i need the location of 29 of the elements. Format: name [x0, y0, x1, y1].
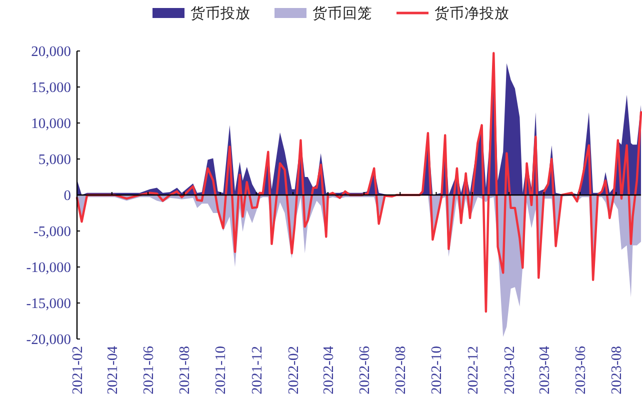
x-tick-label: 2022-02	[286, 346, 302, 394]
y-tick-label: -5,000	[34, 224, 71, 240]
line-series	[76, 52, 642, 313]
y-tick-label: 15,000	[31, 80, 71, 96]
x-tick-label: 2021-04	[104, 345, 121, 394]
x-tick-label: 2021-10	[213, 346, 230, 394]
x-tick-label: 2023-06	[573, 346, 590, 394]
x-tick-label: 2023-02	[502, 346, 518, 394]
y-tick-label: -10,000	[26, 260, 71, 276]
y-tick-label: -15,000	[26, 296, 71, 312]
x-tick-label: 2021-06	[141, 346, 158, 394]
x-tick-label: 2022-10	[429, 346, 446, 394]
y-tick-label: 0	[64, 188, 71, 204]
x-tick-label: 2022-12	[465, 346, 482, 394]
legend-label: 货币回笼	[312, 5, 372, 22]
x-tick-label: 2021-12	[249, 346, 266, 394]
legend-label: 货币净投放	[434, 5, 510, 22]
x-tick-label: 2023-08	[609, 346, 626, 394]
x-tick-label: 2022-08	[393, 346, 410, 394]
x-tick-label: 2021-08	[177, 346, 194, 394]
y-tick-label: 5,000	[38, 152, 71, 168]
x-tick-label: 2021-02	[70, 346, 86, 394]
x-tick-label: 2022-04	[320, 345, 337, 394]
y-tick-label: 10,000	[31, 116, 71, 132]
x-tick-label: 2023-04	[536, 345, 553, 394]
x-tick-label: 2022-06	[357, 346, 374, 394]
y-tick-label: 20,000	[31, 44, 71, 60]
legend-label: 货币投放	[190, 5, 250, 22]
y-tick-label: -20,000	[26, 332, 71, 348]
